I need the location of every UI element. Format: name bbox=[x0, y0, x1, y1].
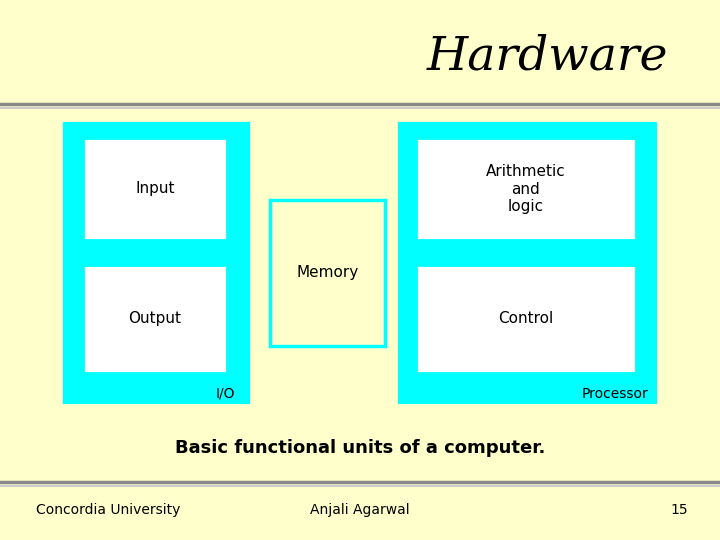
Text: Concordia University: Concordia University bbox=[36, 503, 181, 517]
Bar bbox=[270, 200, 385, 346]
Text: Memory: Memory bbox=[297, 265, 359, 280]
Bar bbox=[65, 124, 248, 402]
Text: Anjali Agarwal: Anjali Agarwal bbox=[310, 503, 410, 517]
Text: Basic functional units of a computer.: Basic functional units of a computer. bbox=[175, 439, 545, 457]
Bar bbox=[83, 265, 227, 373]
Bar bbox=[416, 138, 636, 240]
Text: Control: Control bbox=[498, 311, 554, 326]
Text: Processor: Processor bbox=[581, 387, 648, 401]
Bar bbox=[416, 265, 636, 373]
Text: Arithmetic
and
logic: Arithmetic and logic bbox=[486, 164, 566, 214]
Bar bbox=[400, 124, 655, 402]
Bar bbox=[83, 138, 227, 240]
Text: I/O: I/O bbox=[215, 387, 235, 401]
Text: 15: 15 bbox=[670, 503, 688, 517]
Text: Hardware: Hardware bbox=[426, 34, 668, 79]
Text: Output: Output bbox=[128, 311, 181, 326]
Text: Input: Input bbox=[135, 181, 174, 197]
